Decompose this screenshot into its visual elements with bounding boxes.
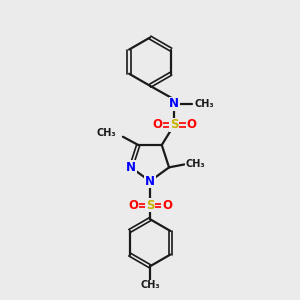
Text: O: O [162, 199, 172, 212]
Text: N: N [145, 175, 155, 188]
Text: CH₃: CH₃ [97, 128, 116, 138]
Text: S: S [170, 118, 178, 131]
Text: N: N [169, 97, 179, 110]
Text: CH₃: CH₃ [140, 280, 160, 290]
Text: O: O [152, 118, 162, 131]
Text: CH₃: CH₃ [195, 99, 214, 109]
Text: O: O [128, 199, 138, 212]
Text: CH₃: CH₃ [186, 159, 206, 170]
Text: O: O [186, 118, 196, 131]
Text: N: N [126, 161, 136, 174]
Text: S: S [146, 199, 154, 212]
